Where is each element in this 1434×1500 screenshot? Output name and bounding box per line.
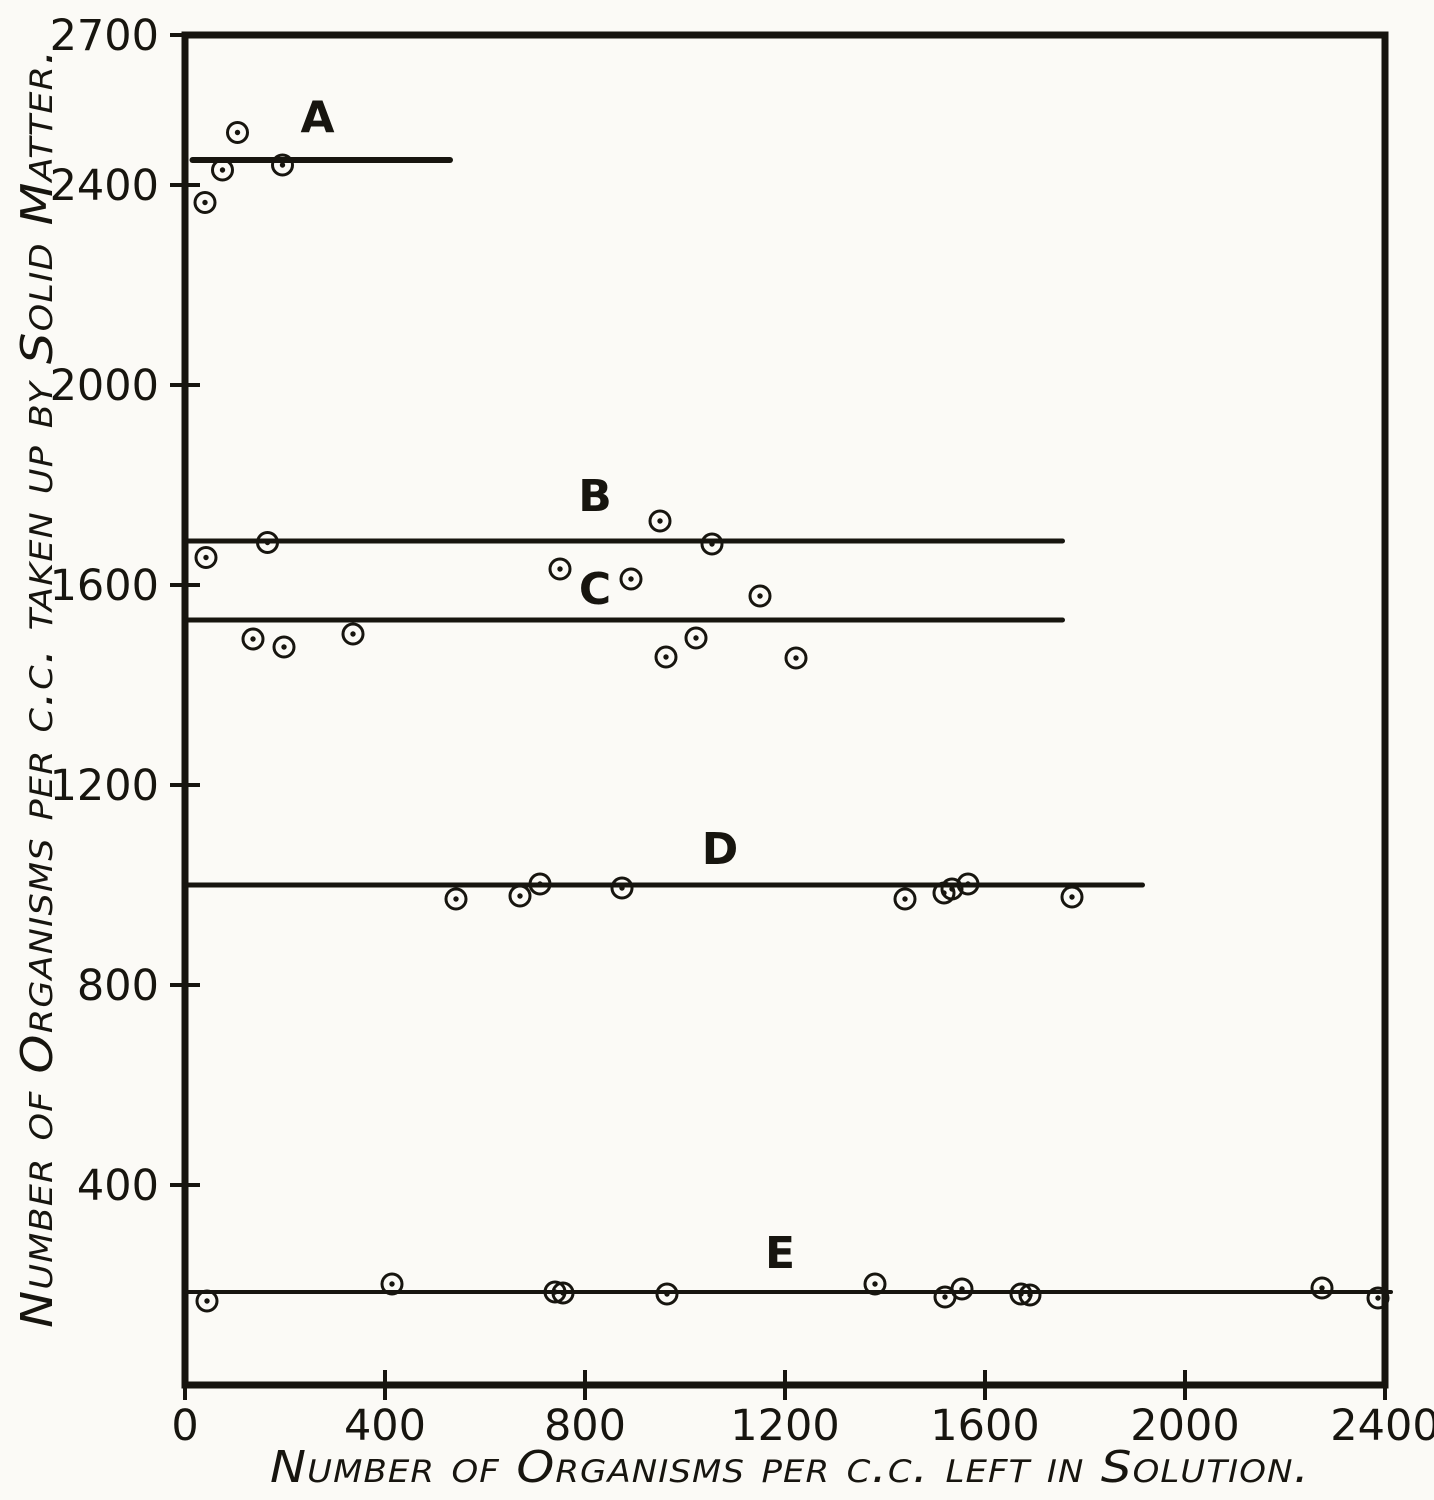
y-axis-tick-label: 2700	[50, 11, 159, 61]
data-point-dot	[389, 1281, 395, 1287]
data-point-ring	[380, 1272, 404, 1296]
data-point-ring	[551, 1281, 575, 1305]
data-point-dot	[965, 881, 971, 887]
x-axis-tick-label: 1600	[930, 1401, 1039, 1451]
data-point-ring	[226, 121, 249, 144]
data-point-dot	[281, 644, 287, 650]
data-point-ring	[654, 645, 678, 669]
data-point-ring	[195, 1289, 219, 1313]
data-point-ring	[444, 887, 468, 911]
data-point-ring	[1310, 1276, 1334, 1300]
y-axis-title: Number of Organisms per c.c. taken up by…	[12, 48, 63, 1328]
data-point-dot	[709, 541, 715, 547]
data-point-ring	[700, 532, 724, 556]
data-point-dot	[350, 631, 356, 637]
data-point-ring	[619, 567, 643, 591]
data-point-dot	[203, 554, 209, 561]
data-point-dot	[628, 576, 634, 582]
data-point-dot	[664, 1291, 670, 1297]
data-point-ring	[271, 153, 294, 177]
y-axis-tick-label: 400	[77, 1161, 159, 1211]
data-point-dot	[693, 635, 699, 641]
x-axis-tick-label: 2400	[1330, 1401, 1434, 1451]
data-point-ring	[1060, 885, 1084, 909]
data-point-ring	[648, 509, 672, 533]
data-point-ring	[610, 876, 634, 900]
data-point-dot	[264, 539, 271, 546]
y-axis-tick-label: 1600	[50, 561, 159, 611]
data-point-dot	[657, 518, 663, 524]
data-point-dot	[250, 636, 256, 642]
data-point-ring	[272, 635, 296, 659]
x-axis-tick-label: 400	[344, 1401, 426, 1451]
data-point-ring	[241, 627, 265, 651]
data-point-dot	[560, 1290, 566, 1296]
series-A-label: A	[300, 93, 334, 144]
data-point-ring	[1018, 1283, 1042, 1307]
data-point-dot	[1319, 1285, 1325, 1291]
series-C-label: C	[579, 564, 611, 615]
plot-layer: 400 800 1200 1600 2000 2400 2700 0 400 800 1200 160…	[50, 11, 1434, 1451]
data-point-ring	[940, 877, 964, 901]
data-point-dot	[757, 593, 763, 599]
data-point-ring	[893, 887, 917, 911]
plot-frame	[181, 31, 1389, 1389]
data-point-ring	[748, 584, 772, 608]
data-point-ring	[956, 872, 980, 896]
data-point-dot	[557, 566, 563, 572]
y-axis-tick-label: 2400	[50, 161, 159, 211]
series-B-label: B	[578, 471, 612, 522]
data-point-dot	[453, 896, 459, 902]
data-point-ring	[548, 557, 572, 581]
data-point-dot	[537, 881, 543, 887]
data-point-dot	[204, 1298, 210, 1304]
series-E-label: E	[765, 1228, 795, 1279]
data-point-ring	[508, 884, 532, 908]
data-point-dot	[949, 886, 955, 892]
data-point-ring	[211, 158, 234, 182]
y-axis-tick-label: 800	[77, 961, 159, 1011]
x-axis-tick-label: 1200	[730, 1401, 839, 1451]
data-point-ring	[528, 872, 552, 896]
data-point-dot	[793, 655, 799, 661]
y-axis-tick-label: 1200	[50, 761, 159, 811]
data-point-dot	[219, 167, 226, 173]
data-point-dot	[234, 129, 241, 136]
data-point-dot	[663, 654, 669, 660]
data-point-ring	[655, 1282, 679, 1306]
data-point-dot	[872, 1281, 878, 1287]
data-point-ring	[1366, 1286, 1390, 1310]
data-point-dot	[1069, 894, 1075, 900]
data-point-ring	[341, 622, 365, 646]
data-point-dot	[202, 199, 208, 206]
data-point-dot	[517, 893, 523, 899]
y-axis-tick-label: 2000	[50, 361, 159, 411]
data-point-ring	[784, 646, 808, 670]
data-point-dot	[902, 896, 908, 902]
data-point-ring	[256, 531, 279, 554]
data-point-dot	[1375, 1295, 1381, 1301]
data-point-ring	[863, 1272, 887, 1296]
data-point-dot	[959, 1286, 965, 1292]
data-point-dot	[619, 885, 625, 891]
data-point-ring	[193, 191, 217, 214]
data-point-ring	[194, 546, 218, 569]
x-axis-title: Number of Organisms per c.c. left in Sol…	[270, 1442, 1310, 1493]
x-axis-tick-label: 800	[544, 1401, 626, 1451]
data-point-dot	[942, 1294, 948, 1300]
data-point-dot	[1027, 1292, 1033, 1298]
data-point-ring	[684, 626, 708, 650]
data-point-ring	[950, 1277, 974, 1301]
series-D-label: D	[702, 824, 739, 875]
data-point-dot	[279, 162, 286, 168]
x-axis-tick-label: 0	[171, 1401, 198, 1451]
x-axis-tick-label: 2000	[1130, 1401, 1239, 1451]
